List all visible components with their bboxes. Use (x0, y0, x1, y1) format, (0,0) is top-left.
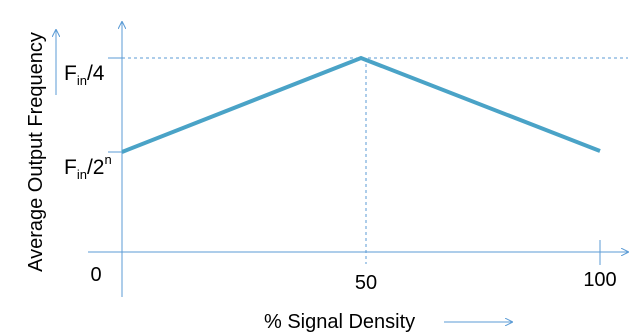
series-line (121, 55, 601, 154)
x-tick-label-50: 50 (355, 272, 377, 294)
y-axis-title: Average Output Frequency (25, 32, 47, 272)
y-tick-label-fin4: Fin/4 (64, 62, 105, 88)
x-tick-label-100: 100 (583, 269, 616, 291)
y-tick-label-fin2n: Fin/2n (64, 152, 112, 182)
x-axis-title: % Signal Density (264, 311, 415, 333)
x-tick-label-0: 0 (90, 264, 101, 286)
